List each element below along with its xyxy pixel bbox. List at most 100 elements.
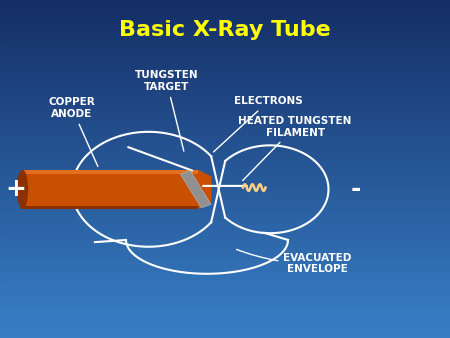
Bar [0,37,450,40]
Bar [0,225,450,228]
Bar [0,298,450,301]
Bar [0,132,450,135]
Bar [0,206,450,209]
Bar [0,163,450,166]
Bar [0,146,450,149]
Bar [0,3,450,6]
Bar [0,270,450,273]
Bar [0,214,450,217]
Bar [0,282,450,285]
Bar [0,82,450,84]
Bar [0,200,450,203]
Text: Basic X-Ray Tube: Basic X-Ray Tube [119,20,331,41]
Bar [0,293,450,296]
Bar [0,192,450,194]
Bar [0,279,450,282]
Bar [0,203,450,206]
Bar [0,42,450,45]
Ellipse shape [17,170,28,209]
Bar [0,175,450,177]
Text: +: + [5,177,26,201]
Bar [0,141,450,144]
Bar [0,11,450,14]
Bar [0,256,450,259]
Bar [0,285,450,287]
Bar [0,313,450,315]
Bar [0,14,450,17]
Bar [0,20,450,23]
Bar [0,217,450,220]
Bar [0,220,450,222]
Text: ELECTRONS: ELECTRONS [214,96,303,152]
Bar [0,0,450,3]
Bar [0,248,450,251]
Bar [0,318,450,321]
Bar [0,276,450,279]
Bar [0,121,450,124]
Bar [0,104,450,107]
Bar [0,99,450,101]
Bar [0,6,450,8]
Bar [0,169,450,172]
Bar [0,79,450,82]
Bar [0,330,450,332]
Bar [0,307,450,310]
Bar [0,118,450,121]
Bar [0,273,450,276]
Bar [0,183,450,186]
Bar [0,129,450,132]
Polygon shape [22,170,198,174]
Bar [0,197,450,200]
Bar [0,48,450,51]
Bar [0,87,450,90]
Text: EVACUATED
ENVELOPE: EVACUATED ENVELOPE [237,249,352,274]
Bar [0,45,450,48]
Bar [0,177,450,180]
Bar [0,180,450,183]
Bar [0,222,450,225]
Bar [0,161,450,163]
Bar [0,211,450,214]
Bar [0,287,450,290]
Text: TUNGSTEN
TARGET: TUNGSTEN TARGET [135,70,198,151]
Bar [0,138,450,141]
Bar [0,321,450,324]
Bar [0,149,450,152]
Bar [0,113,450,116]
Bar [0,234,450,237]
Bar [0,290,450,293]
Bar [0,93,450,96]
Bar [0,268,450,270]
Bar [0,251,450,254]
Bar [0,242,450,245]
Polygon shape [22,170,198,209]
Bar [0,65,450,68]
Bar [0,310,450,313]
Bar [0,186,450,189]
Bar [0,34,450,37]
Bar [0,56,450,59]
Bar [0,239,450,242]
Bar [0,8,450,11]
Bar [0,107,450,110]
Bar [0,152,450,155]
Polygon shape [180,171,211,208]
Bar [0,327,450,330]
Bar [0,90,450,93]
Bar [0,124,450,127]
Bar [0,332,450,335]
Polygon shape [22,206,198,209]
Text: COPPER
ANODE: COPPER ANODE [49,97,98,166]
Bar [0,155,450,158]
Bar [0,209,450,211]
Bar [0,40,450,42]
Bar [0,70,450,73]
Bar [0,296,450,298]
Bar [0,315,450,318]
Bar [0,228,450,231]
Bar [0,144,450,146]
Text: -: - [350,177,361,201]
Bar [0,31,450,34]
Bar [0,62,450,65]
Bar [0,116,450,118]
